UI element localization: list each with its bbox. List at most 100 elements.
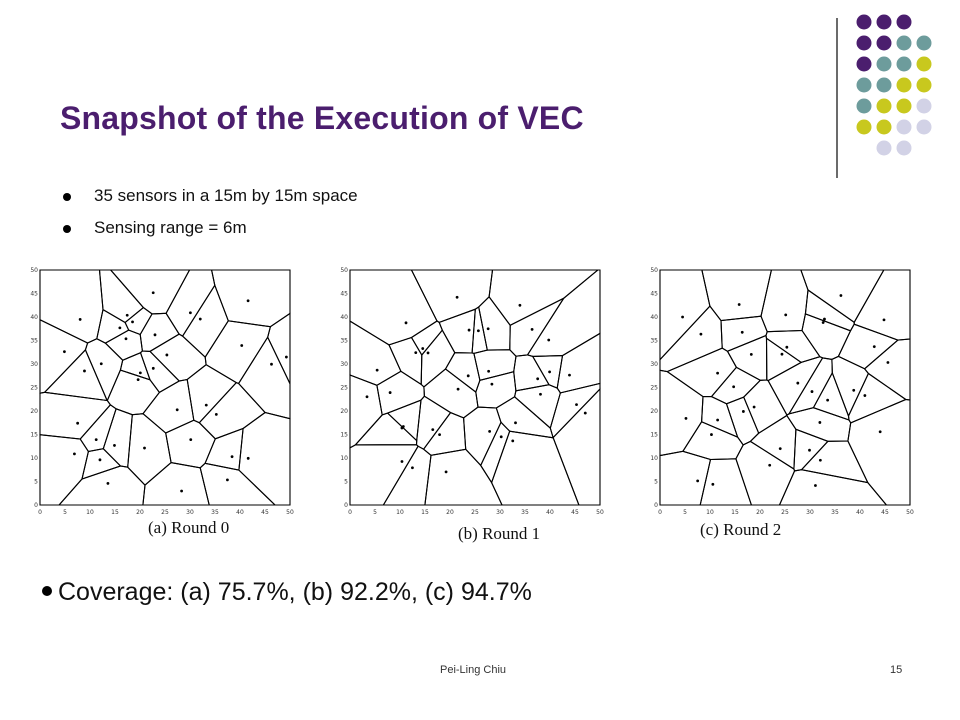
axis-tick-label: 15 <box>111 509 119 514</box>
axis-tick-label: 20 <box>340 408 348 415</box>
bullet-item: Sensing range = 6m <box>60 217 358 249</box>
sensor-point <box>499 435 503 439</box>
sensor-point <box>487 369 491 373</box>
sensor-point <box>467 328 471 332</box>
sensor-point <box>568 373 571 377</box>
sensor-point <box>810 390 814 393</box>
sensor-point <box>230 455 234 459</box>
axis-tick-label: 5 <box>63 509 67 514</box>
axis-tick-label: 40 <box>856 509 864 514</box>
sensor-point <box>106 481 110 485</box>
sensor-point <box>823 317 826 321</box>
page-number: 15 <box>890 664 903 676</box>
sensor-point <box>740 330 744 334</box>
axis-tick-label: 50 <box>596 509 604 514</box>
sensor-point <box>752 405 756 409</box>
sensor-point <box>872 345 876 349</box>
sensor-point <box>784 313 788 317</box>
axis-tick-label: 10 <box>706 509 714 514</box>
sensor-point <box>388 391 392 394</box>
sensor-point <box>716 418 720 422</box>
voronoi-cell <box>237 336 291 420</box>
axis-tick-label: 30 <box>340 361 348 368</box>
sensor-point <box>83 369 86 373</box>
decorative-dot <box>876 119 892 135</box>
axis-tick-label: 45 <box>881 509 889 514</box>
figure-caption-b: (b) Round 1 <box>458 524 541 543</box>
sensor-point <box>839 294 843 297</box>
decorative-dot <box>876 140 892 156</box>
decorative-dot <box>876 98 892 114</box>
axis-tick-label: 25 <box>340 385 348 392</box>
sensor-point <box>488 429 492 433</box>
axis-tick-label: 10 <box>30 455 38 462</box>
voronoi-cell <box>165 269 216 337</box>
sensor-point <box>716 371 719 375</box>
axis-tick-label: 20 <box>30 408 38 415</box>
decorative-dot <box>876 56 892 72</box>
voronoi-cell <box>43 348 108 402</box>
decorative-dot <box>856 98 872 114</box>
axis-tick-label: 5 <box>344 479 348 486</box>
sensor-point <box>400 460 404 463</box>
bullet-dot <box>42 586 52 597</box>
sensor-point <box>778 447 782 451</box>
decorative-dot <box>896 98 912 114</box>
sensor-point <box>375 368 379 372</box>
decorative-dot <box>896 140 912 156</box>
voronoi-figure-round-1: 0 0 5 5 10 10 15 15 20 20 25 25 30 30 35 35 40 40 45 45 50 50 <box>340 262 615 514</box>
sensor-point <box>175 408 179 412</box>
sensor-point <box>226 478 229 482</box>
axis-tick-label: 30 <box>650 361 658 368</box>
sensor-point <box>696 479 700 483</box>
sensor-point <box>575 403 578 407</box>
sensor-point <box>796 381 800 385</box>
sensor-point <box>826 398 830 402</box>
sensor-point <box>684 416 688 420</box>
axis-tick-label: 30 <box>806 509 814 514</box>
sensor-point <box>476 329 480 333</box>
axis-tick-label: 40 <box>546 509 554 514</box>
sensor-point <box>536 377 540 381</box>
sensor-point <box>886 361 890 364</box>
axis-tick-label: 45 <box>261 509 269 514</box>
voronoi-cell <box>410 320 443 356</box>
figure-caption-c: (c) Round 2 <box>700 520 782 539</box>
sensor-point <box>284 355 288 359</box>
axis-tick-label: 45 <box>650 291 658 298</box>
voronoi-figure-round-2: 0 0 5 5 10 10 15 15 20 20 25 25 30 30 35 35 40 40 45 45 50 50 <box>650 262 925 514</box>
axis-tick-label: 0 <box>34 502 38 509</box>
sensor-point <box>539 392 542 396</box>
voronoi-figure-round-0: 0 0 5 5 10 10 15 15 20 20 25 25 30 30 35 35 40 40 45 45 50 50 <box>30 262 295 514</box>
sensor-point <box>711 482 715 486</box>
sensor-point <box>780 352 784 356</box>
sensor-point <box>99 362 103 366</box>
voronoi-cell <box>778 469 888 506</box>
decorative-dot <box>876 77 892 93</box>
axis-tick-label: 45 <box>571 509 579 514</box>
sensor-point <box>455 295 459 299</box>
decorative-dot <box>876 14 892 30</box>
sensor-point <box>246 456 250 460</box>
sensor-point <box>741 410 745 413</box>
voronoi-cell <box>165 419 216 469</box>
axis-tick-label: 5 <box>654 479 658 486</box>
decorative-dot <box>876 35 892 51</box>
bullet-item: 35 sensors in a 15m by 15m space <box>60 185 358 217</box>
sensor-point <box>490 382 494 386</box>
sensor-point <box>852 388 856 392</box>
sensor-point <box>153 333 157 337</box>
axis-tick-label: 5 <box>373 509 377 514</box>
decorative-dot <box>916 98 932 114</box>
sensor-point <box>78 318 82 321</box>
sensor-point <box>548 370 552 374</box>
sensor-point <box>414 351 418 355</box>
sensor-point <box>431 428 435 432</box>
sensor-point <box>514 421 517 425</box>
sensor-point <box>180 489 183 493</box>
axis-tick-label: 10 <box>86 509 94 514</box>
axis-tick-label: 30 <box>496 509 504 514</box>
axis-tick-label: 0 <box>38 509 42 514</box>
axis-tick-label: 25 <box>161 509 169 514</box>
sensor-point <box>486 327 490 331</box>
